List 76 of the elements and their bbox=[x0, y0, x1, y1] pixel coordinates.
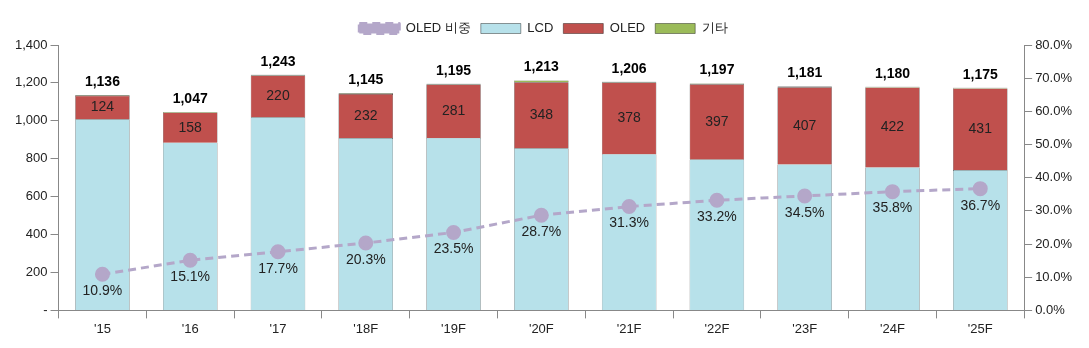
y2-tick-label: 10.0% bbox=[1035, 268, 1073, 284]
y2-tick-label: 70.0% bbox=[1035, 69, 1073, 85]
x-tick-label: '15 bbox=[93, 320, 111, 336]
data-label: 36.7% bbox=[960, 196, 1001, 213]
x-tick-label: '22F bbox=[704, 320, 730, 336]
point bbox=[972, 181, 988, 197]
data-label: 397 bbox=[705, 112, 729, 129]
data-label: 232 bbox=[354, 106, 378, 123]
x-tick-label: '21F bbox=[616, 320, 642, 336]
data-label: 124 bbox=[90, 98, 115, 115]
legend-label: OLED bbox=[609, 20, 646, 36]
data-label: 34.5% bbox=[784, 203, 825, 220]
data-label: 23.5% bbox=[433, 240, 474, 257]
data-label: 15.1% bbox=[170, 268, 211, 285]
point bbox=[797, 188, 813, 204]
x-tick-label: '24F bbox=[880, 320, 905, 336]
x-tick-label: '17 bbox=[269, 320, 287, 336]
point bbox=[358, 235, 374, 251]
x-tick-label: '18F bbox=[353, 320, 379, 336]
legend-label: OLED 비중 bbox=[405, 20, 471, 36]
total-label: 1,243 bbox=[260, 52, 296, 69]
y2-tick-label: 30.0% bbox=[1035, 202, 1073, 218]
data-label: 31.3% bbox=[609, 214, 649, 231]
data-label: 348 bbox=[529, 106, 554, 123]
total-label: 1,175 bbox=[962, 65, 998, 82]
x-tick-label: '23F bbox=[792, 320, 818, 336]
y-tick-label: 800 bbox=[25, 150, 48, 166]
total-label: 1,206 bbox=[611, 59, 647, 76]
x-tick-label: '20F bbox=[528, 320, 554, 336]
point bbox=[709, 192, 725, 208]
total-label: 1,047 bbox=[172, 89, 208, 106]
data-label: 431 bbox=[968, 120, 993, 137]
y2-tick-label: 0.0% bbox=[1035, 301, 1066, 317]
y-tick-label: 1,000 bbox=[14, 112, 48, 128]
data-label: 17.7% bbox=[258, 259, 298, 276]
x-tick-label: '19F bbox=[441, 320, 467, 336]
total-label: 1,136 bbox=[84, 72, 121, 89]
y-tick-label: 200 bbox=[25, 264, 48, 280]
data-label: 407 bbox=[793, 116, 817, 133]
total-label: 1,213 bbox=[523, 58, 560, 75]
data-label: 10.9% bbox=[82, 282, 123, 299]
y-tick-label: 1,400 bbox=[14, 36, 48, 52]
total-label: 1,197 bbox=[699, 61, 735, 78]
total-label: 1,145 bbox=[348, 71, 384, 88]
total-label: 1,181 bbox=[787, 64, 823, 81]
point bbox=[884, 184, 900, 200]
point bbox=[621, 199, 637, 215]
data-label: 422 bbox=[880, 118, 905, 135]
data-label: 20.3% bbox=[345, 250, 386, 267]
y2-tick-label: 20.0% bbox=[1035, 235, 1073, 251]
point bbox=[446, 224, 462, 240]
y2-tick-label: 80.0% bbox=[1035, 36, 1073, 52]
y-tick-label: 600 bbox=[25, 188, 48, 204]
y2-tick-label: 40.0% bbox=[1035, 169, 1073, 185]
data-label: 35.8% bbox=[872, 199, 913, 216]
data-label: 33.2% bbox=[697, 208, 737, 225]
y-tick-label: - bbox=[43, 301, 48, 317]
y2-tick-label: 50.0% bbox=[1035, 136, 1073, 152]
x-tick-label: '16 bbox=[181, 320, 199, 336]
point bbox=[182, 252, 198, 268]
x-tick-label: '25F bbox=[967, 320, 993, 336]
point bbox=[270, 244, 286, 260]
data-label: 158 bbox=[178, 118, 203, 135]
y2-tick-label: 60.0% bbox=[1035, 102, 1073, 118]
data-label: 281 bbox=[441, 102, 466, 119]
y-tick-label: 400 bbox=[25, 226, 48, 242]
total-label: 1,195 bbox=[436, 61, 472, 78]
total-label: 1,180 bbox=[874, 64, 911, 81]
point bbox=[94, 266, 110, 282]
y-tick-label: 1,200 bbox=[14, 74, 48, 90]
data-label: 220 bbox=[266, 87, 290, 104]
legend-label: LCD bbox=[527, 20, 554, 36]
point bbox=[533, 207, 549, 223]
data-label: 28.7% bbox=[521, 223, 562, 240]
data-label: 378 bbox=[617, 109, 642, 126]
legend-label: 기타 bbox=[701, 20, 728, 36]
